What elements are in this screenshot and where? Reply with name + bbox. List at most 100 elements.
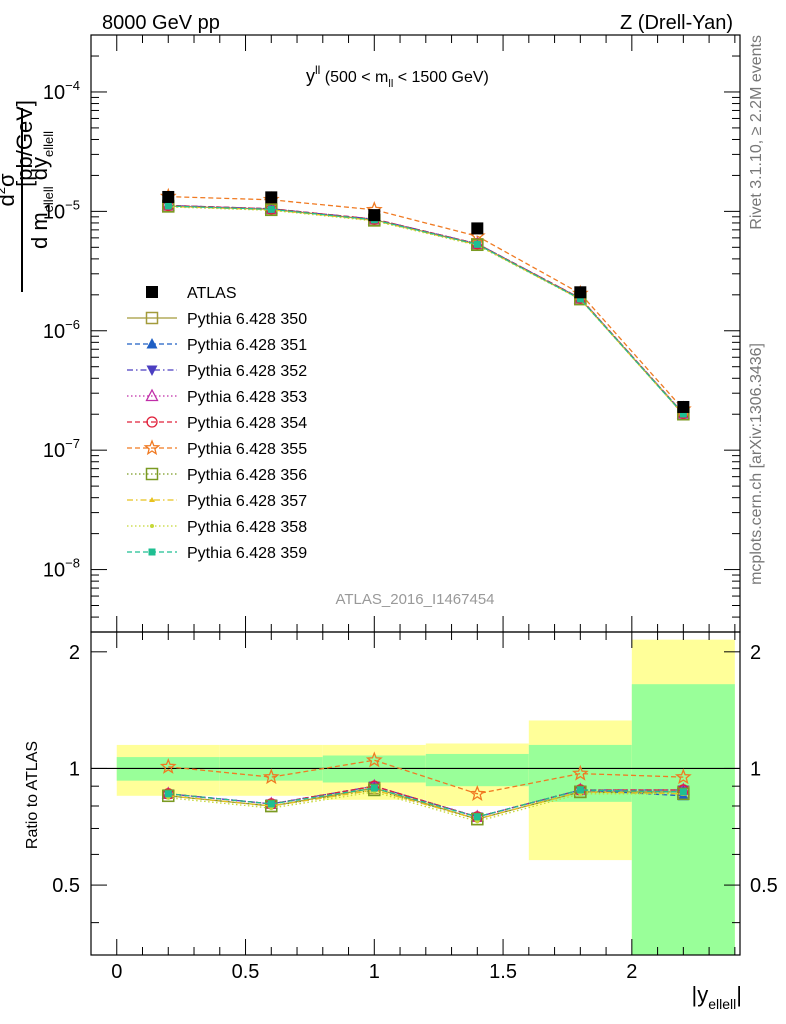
data-point	[674, 768, 692, 785]
data-point	[368, 783, 381, 797]
ratio-series-line	[168, 785, 684, 818]
data-point	[574, 785, 587, 799]
data-point	[143, 439, 161, 456]
legend-item: Pythia 6.428 351	[127, 337, 307, 354]
legend-label: Pythia 6.428 357	[187, 493, 307, 510]
data-point	[145, 467, 159, 481]
data-point	[145, 311, 159, 325]
data-point	[146, 286, 158, 298]
plot-layer: 10−4 10−5 10−6 10−7 10−8 0 0.5 1 1.5 2 0.5 0.5 1 1 2 2 A…	[43, 34, 778, 983]
data-point	[148, 548, 156, 556]
x-tick-label: 1.5	[489, 961, 517, 983]
ratio-band-stat	[425, 753, 529, 787]
header-right: Z (Drell-Yan)	[620, 12, 733, 34]
ratio-y-label: Ratio to ATLAS	[24, 741, 41, 849]
series-line	[168, 204, 684, 415]
ratio-y-tick-label-right: 1	[750, 758, 761, 780]
legend-item: Pythia 6.428 357	[127, 493, 307, 510]
legend-label: Pythia 6.428 352	[187, 363, 307, 380]
data-point	[572, 764, 589, 781]
data-point	[469, 785, 486, 801]
data-point	[146, 416, 158, 428]
legend-item: ATLAS	[146, 285, 237, 302]
ratio-y-tick-label: 0.5	[52, 875, 80, 897]
data-point	[473, 813, 481, 821]
y-tick-label: 10−5	[43, 197, 80, 223]
data-point	[368, 209, 381, 222]
data-point	[574, 286, 587, 299]
data-point	[475, 819, 480, 824]
legend-item: Pythia 6.428 350	[127, 311, 307, 328]
legend-item: Pythia 6.428 352	[127, 363, 307, 380]
data-point	[576, 786, 584, 794]
data-point	[265, 191, 278, 204]
series-line	[168, 204, 684, 414]
svg-text:d2σ: d2σ	[0, 173, 19, 206]
mcplots-label: mcplots.cern.ch [arXiv:1306.3436]	[748, 343, 765, 585]
ratio-series-line	[168, 789, 684, 820]
ratio-plot-frame	[90, 631, 741, 956]
data-point	[162, 190, 175, 203]
series-atlas	[162, 190, 690, 413]
data-point	[267, 205, 275, 213]
data-point	[164, 202, 172, 210]
data-point	[267, 800, 275, 808]
svg-text:[pb/GeV]: [pb/GeV]	[12, 100, 37, 187]
legend-label: Pythia 6.428 356	[187, 467, 307, 484]
data-point	[164, 790, 172, 798]
data-point	[471, 238, 484, 252]
data-point	[149, 497, 155, 502]
data-point	[679, 788, 687, 796]
series-line	[168, 204, 684, 414]
legend: ATLAS Pythia 6.428 350 Pythia 6.428 351 Pyt…	[127, 285, 307, 562]
ratio-band-stat	[631, 684, 735, 955]
svg-text:d mellell dyellell: d mellell dyellell	[27, 131, 56, 249]
y-tick-label: 10−6	[43, 317, 80, 343]
ratio-series-line	[168, 791, 684, 823]
legend-label: Pythia 6.428 351	[187, 337, 307, 354]
y-tick-label: 10−7	[43, 436, 80, 462]
main-plot-frame	[90, 34, 741, 633]
data-point	[370, 784, 378, 792]
legend-label: Pythia 6.428 350	[187, 311, 307, 328]
data-point	[365, 751, 383, 768]
legend-item: Pythia 6.428 356	[127, 467, 307, 484]
y-axis-label: d2σ d mellell dyellell [pb/GeV]	[0, 100, 56, 292]
legend-item: Pythia 6.428 353	[127, 388, 307, 406]
data-point	[146, 365, 158, 376]
legend-item: Pythia 6.428 359	[127, 545, 307, 562]
data-point	[576, 295, 584, 303]
data-point	[159, 758, 177, 774]
series-line	[168, 205, 684, 415]
legend-item: Pythia 6.428 355	[127, 439, 307, 458]
data-point	[677, 400, 690, 413]
legend-label: Pythia 6.428 354	[187, 415, 307, 432]
data-point	[473, 240, 481, 248]
y-tick-label: 10−4	[43, 78, 80, 104]
x-axis-label: |yellell|	[692, 982, 742, 1012]
data-point	[262, 768, 280, 785]
legend-item: Pythia 6.428 358	[127, 519, 307, 536]
header-left: 8000 GeV pp	[102, 12, 220, 34]
legend-label: Pythia 6.428 358	[187, 519, 307, 536]
x-tick-label: 0.5	[232, 961, 260, 983]
ratio-y-tick-label: 1	[69, 758, 80, 780]
legend-item: Pythia 6.428 354	[127, 415, 307, 432]
plot-annotation: yll (500 < mll < 1500 GeV)	[306, 63, 489, 90]
data-point	[146, 338, 158, 349]
legend-label: Pythia 6.428 359	[187, 545, 307, 562]
y-tick-label: 10−8	[43, 556, 80, 582]
analysis-watermark: ATLAS_2016_I1467454	[335, 591, 494, 608]
ratio-y-tick-label: 2	[69, 642, 80, 664]
rivet-label: Rivet 3.1.10, ≥ 2.2M events	[748, 35, 765, 230]
ratio-y-tick-label-right: 0.5	[750, 875, 778, 897]
ratio-y-tick-label-right: 2	[750, 642, 761, 664]
data-point	[145, 388, 159, 402]
x-tick-label: 0	[111, 961, 122, 983]
x-tick-label: 1	[369, 961, 380, 983]
data-point	[679, 410, 687, 418]
series-line	[168, 204, 684, 414]
series-line	[168, 195, 684, 410]
data-point	[471, 222, 484, 235]
